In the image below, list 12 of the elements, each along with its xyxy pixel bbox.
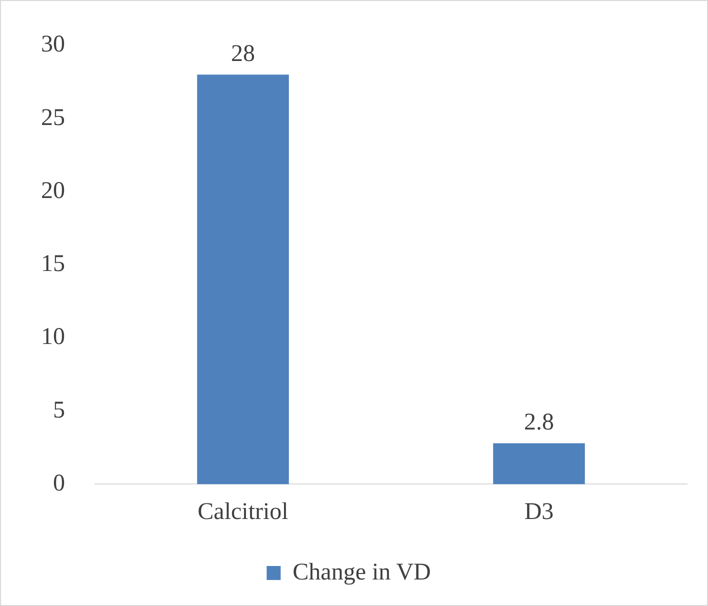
y-tick-label: 10 — [41, 324, 65, 350]
y-tick-label: 20 — [41, 178, 65, 204]
data-label: 2.8 — [524, 410, 554, 436]
legend-label: Change in VD — [292, 559, 431, 586]
y-tick-label: 0 — [53, 470, 65, 496]
y-tick-label: 5 — [53, 397, 65, 424]
x-tick-label: D3 — [524, 498, 554, 525]
y-tick-label: 30 — [41, 32, 65, 58]
x-tick-label: Calcitriol — [198, 498, 289, 525]
y-tick-label: 15 — [41, 251, 65, 278]
data-label: 28 — [231, 40, 255, 67]
y-tick-label: 25 — [41, 104, 65, 131]
